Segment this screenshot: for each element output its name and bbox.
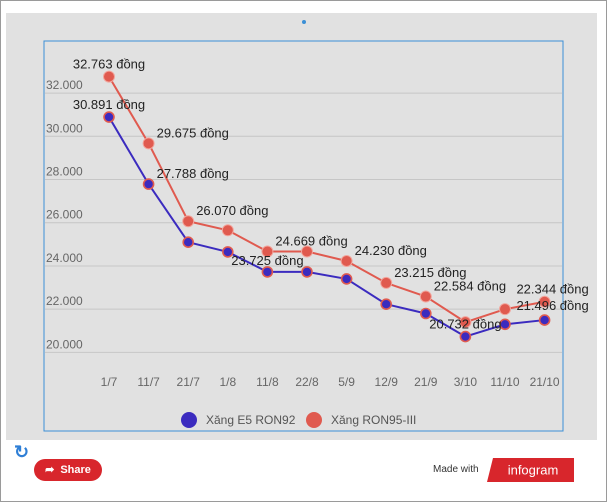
data-point (538, 314, 551, 326)
data-point (459, 316, 472, 329)
data-label: 26.070 đồng (196, 203, 268, 218)
data-point (499, 318, 511, 331)
data-point (222, 246, 234, 258)
y-tick-label: 26.000 (46, 208, 83, 222)
data-label: 24.669 đồng (275, 234, 347, 249)
data-point (459, 330, 472, 343)
chart-panel (6, 13, 597, 440)
data-point (261, 266, 274, 278)
x-tick-label: 11/8 (256, 375, 279, 389)
y-tick-label: 24.000 (46, 251, 83, 265)
data-point (419, 290, 432, 303)
series-line (108, 76, 545, 324)
y-tick-label: 22.000 (46, 294, 83, 308)
x-tick-label: 22/8 (295, 375, 319, 389)
data-point (142, 178, 155, 190)
x-tick-label: 21/7 (177, 375, 201, 389)
x-tick-label: 21/9 (414, 375, 438, 389)
data-point (499, 303, 511, 316)
data-point (142, 137, 155, 150)
series-line (108, 116, 545, 338)
data-point (103, 70, 115, 83)
infogram-logo[interactable]: infogram (487, 458, 574, 482)
line-chart: 32.000 30.000 28.000 26.000 24.000 22.000 20.0… (43, 40, 589, 432)
data-label: 27.788 đồng (157, 166, 229, 181)
data-point (221, 224, 234, 237)
infogram-logo-shape (487, 458, 574, 482)
data-label: 22.344 đồng (516, 282, 588, 297)
data-label: 23.215 đồng (394, 265, 466, 280)
data-label: 23.725 đồng (231, 253, 303, 268)
data-point (538, 295, 551, 308)
x-tick-label: 5/9 (338, 375, 355, 389)
data-point (301, 245, 313, 258)
share-button[interactable]: ➦ Share (34, 459, 102, 481)
data-label: 21.496 đồng (516, 298, 588, 313)
data-point (340, 254, 353, 267)
x-tick-label: 1/8 (219, 375, 236, 389)
infogram-logo-text: infogram (508, 463, 559, 478)
x-tick-label: 12/9 (375, 375, 399, 389)
x-tick-label: 21/10 (530, 375, 560, 389)
refresh-icon[interactable]: ↻ (14, 442, 30, 462)
legend-swatch (306, 412, 322, 428)
data-label: 29.675 đồng (157, 125, 229, 140)
x-tick-label: 11/7 (137, 375, 160, 389)
data-point (380, 276, 393, 289)
data-point (182, 215, 195, 228)
data-label: 20.732 đồng (429, 317, 501, 332)
data-label: 24.230 đồng (355, 243, 427, 258)
data-point (182, 236, 194, 248)
legend-swatch (181, 412, 197, 428)
y-tick-label: 30.000 (46, 121, 83, 135)
data-point (340, 273, 353, 285)
y-tick-label: 32.000 (46, 78, 83, 92)
data-point (301, 266, 313, 278)
data-point (380, 298, 393, 311)
y-tick-label: 20.000 (46, 337, 83, 351)
data-point (419, 307, 432, 320)
x-tick-label: 11/10 (490, 375, 519, 389)
plot-frame (43, 40, 564, 432)
legend-label: Xăng E5 RON92 (206, 413, 296, 427)
x-tick-label: 3/10 (454, 375, 478, 389)
share-label: Share (60, 464, 91, 476)
data-point (103, 111, 115, 123)
x-tick-label: 1/7 (101, 375, 118, 389)
share-icon: ➦ (45, 463, 55, 476)
data-label: 30.891 đồng (73, 97, 145, 112)
data-label: 22.584 đồng (434, 279, 506, 294)
legend-label: Xăng RON95-III (331, 413, 416, 427)
data-label: 32.763 đồng (73, 57, 145, 72)
made-with-label: Made with (433, 464, 479, 475)
data-point (261, 245, 274, 258)
page-indicator-dot (302, 20, 306, 24)
y-tick-label: 28.000 (46, 165, 83, 179)
